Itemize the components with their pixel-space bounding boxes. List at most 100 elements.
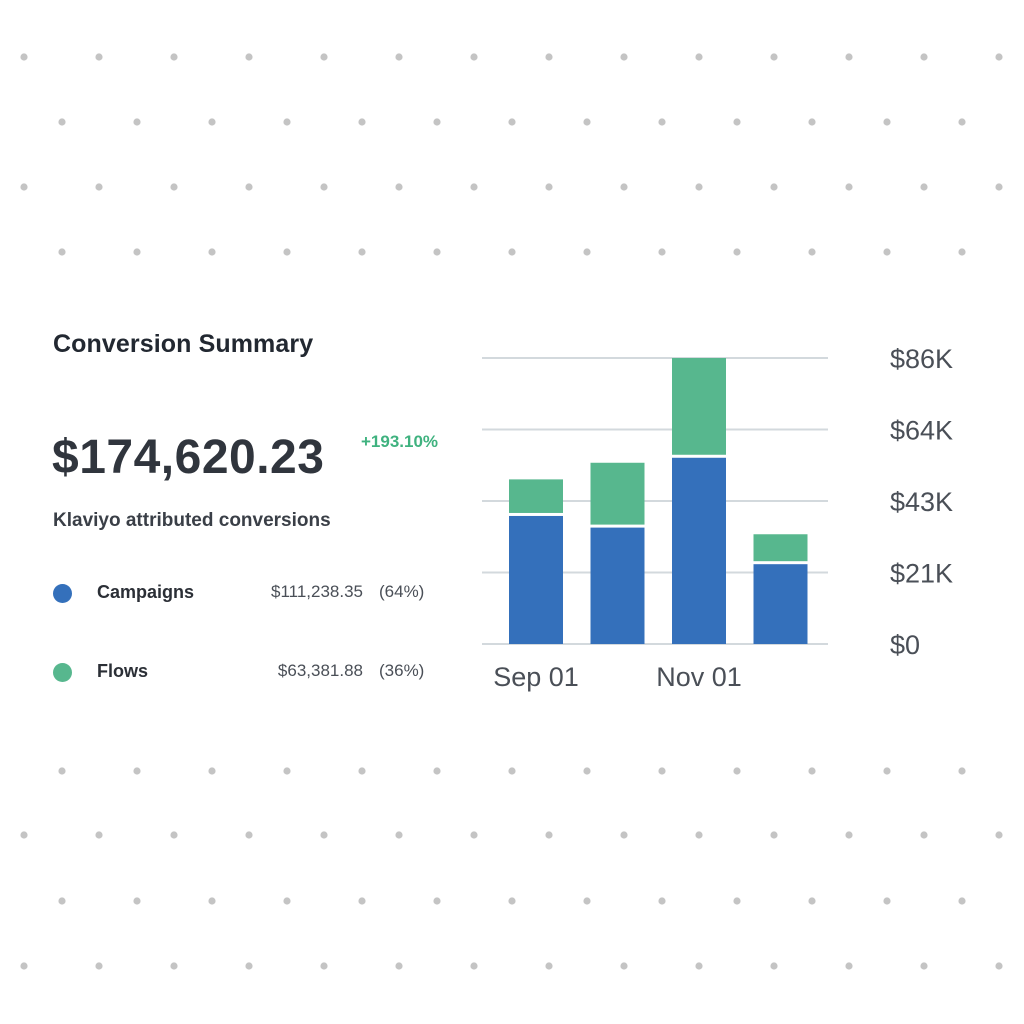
background-dot	[433, 118, 441, 126]
bar-flows-1[interactable]	[590, 462, 645, 525]
background-dot	[545, 962, 553, 970]
background-dot	[808, 118, 816, 126]
background-dot	[245, 962, 253, 970]
background-dot	[58, 897, 66, 905]
background-dot	[958, 248, 966, 256]
background-dot	[883, 767, 891, 775]
background-dot	[358, 118, 366, 126]
background-dot	[20, 53, 28, 61]
bar-campaigns-1[interactable]	[590, 527, 645, 644]
background-dot	[433, 248, 441, 256]
background-dot	[283, 897, 291, 905]
background-dot	[845, 183, 853, 191]
background-dot	[208, 897, 216, 905]
background-dot	[545, 183, 553, 191]
legend-percent: (64%)	[379, 582, 425, 601]
background-dot	[733, 248, 741, 256]
background-dot	[470, 183, 478, 191]
background-dot	[133, 897, 141, 905]
background-dot	[320, 831, 328, 839]
background-dot	[245, 831, 253, 839]
background-dot	[170, 53, 178, 61]
bar-campaigns-2[interactable]	[672, 457, 726, 644]
background-dot	[58, 248, 66, 256]
background-dot	[358, 897, 366, 905]
background-dot	[845, 831, 853, 839]
background-dot	[620, 831, 628, 839]
background-dot	[320, 183, 328, 191]
flows-dot-icon	[53, 663, 72, 682]
background-dot	[658, 897, 666, 905]
background-dot	[883, 897, 891, 905]
background-dot	[320, 962, 328, 970]
background-dot	[958, 897, 966, 905]
legend-value: $63,381.88	[277, 661, 363, 680]
bar-campaigns-0[interactable]	[509, 515, 563, 644]
background-dot	[995, 53, 1003, 61]
background-dot	[508, 118, 516, 126]
bar-flows-3[interactable]	[753, 534, 808, 562]
background-dot	[283, 248, 291, 256]
background-dot	[470, 53, 478, 61]
background-dot	[133, 248, 141, 256]
background-dot	[733, 118, 741, 126]
background-dot	[620, 183, 628, 191]
background-dot	[733, 767, 741, 775]
background-dot	[770, 962, 778, 970]
background-dot	[658, 248, 666, 256]
legend-name: Campaigns	[97, 582, 195, 602]
legend-item-campaigns: Campaigns $111,238.35 (64%)	[53, 581, 453, 605]
bar-flows-2[interactable]	[672, 358, 726, 455]
background-dot	[95, 831, 103, 839]
background-dot	[433, 767, 441, 775]
background-dot	[920, 183, 928, 191]
legend-name: Flows	[97, 661, 149, 681]
background-dot	[695, 962, 703, 970]
background-dot	[920, 53, 928, 61]
y-tick-label: $64K	[890, 416, 953, 446]
conversions-bar-chart: $0 $21K $43K $64K $86K Sep 01 Nov 01	[482, 344, 953, 692]
background-dot	[433, 897, 441, 905]
y-tick-label: $43K	[890, 487, 953, 517]
background-dot	[283, 118, 291, 126]
background-dot	[545, 53, 553, 61]
background-dot	[508, 897, 516, 905]
y-tick-label: $86K	[890, 344, 953, 374]
background-dot	[845, 962, 853, 970]
background-dot	[208, 767, 216, 775]
background-dot	[995, 183, 1003, 191]
background-dot	[733, 897, 741, 905]
bar-flows-0[interactable]	[509, 479, 563, 513]
legend-item-flows: Flows $63,381.88 (36%)	[53, 660, 453, 684]
background-dot	[170, 962, 178, 970]
background-dot	[958, 767, 966, 775]
background-dot	[658, 767, 666, 775]
total-conversions-value: $174,620.23	[52, 431, 325, 484]
background-dot	[395, 53, 403, 61]
background-dot	[583, 248, 591, 256]
background-dot	[770, 183, 778, 191]
background-dot	[695, 831, 703, 839]
background-dot	[545, 831, 553, 839]
background-dot	[470, 962, 478, 970]
background-dot	[95, 183, 103, 191]
background-dot	[808, 767, 816, 775]
background-dot	[583, 118, 591, 126]
background-dot	[95, 962, 103, 970]
background-dot	[620, 962, 628, 970]
x-tick-label: Nov 01	[656, 662, 742, 692]
background-dot	[208, 118, 216, 126]
background-dot	[395, 962, 403, 970]
background-dot	[695, 183, 703, 191]
background-dot	[320, 53, 328, 61]
background-dot	[170, 183, 178, 191]
background-dot	[470, 831, 478, 839]
background-dot	[920, 962, 928, 970]
background-dot	[658, 118, 666, 126]
change-percent-badge: +193.10%	[361, 432, 439, 451]
background-dot	[245, 183, 253, 191]
background-dot	[20, 831, 28, 839]
campaigns-dot-icon	[53, 584, 72, 603]
bar-campaigns-3[interactable]	[753, 564, 808, 644]
background-dot	[995, 962, 1003, 970]
